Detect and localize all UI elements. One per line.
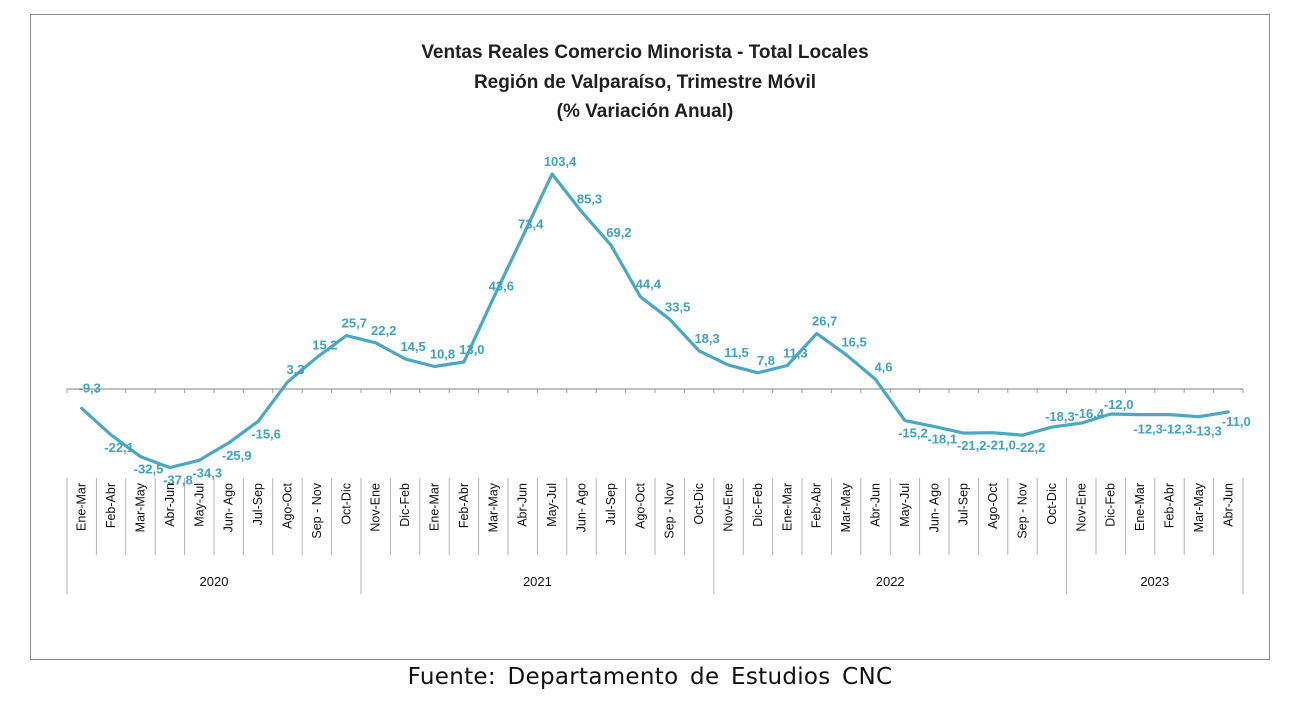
x-tick-label: Oct-Dic bbox=[1045, 483, 1059, 525]
data-label: -16,4 bbox=[1074, 406, 1104, 421]
data-label: 10,8 bbox=[430, 347, 455, 362]
x-tick-label: Feb-Abr bbox=[810, 483, 824, 528]
data-label: 14,5 bbox=[400, 339, 425, 354]
data-label: 11,3 bbox=[783, 346, 808, 361]
x-tick-label: Jun- Ago bbox=[927, 483, 941, 532]
data-label: -15,6 bbox=[251, 426, 281, 441]
x-tick-label: Abr-Jun bbox=[869, 483, 883, 527]
chart-title: Ventas Reales Comercio Minorista - Total… bbox=[421, 42, 868, 122]
x-tick-label: Nov-Ene bbox=[369, 483, 383, 532]
data-label: 4,6 bbox=[874, 359, 892, 374]
data-label: 15,2 bbox=[312, 337, 337, 352]
year-label: 2020 bbox=[200, 574, 229, 589]
x-tick-label: Mar-May bbox=[839, 482, 853, 532]
data-label: -12,0 bbox=[1104, 397, 1134, 412]
x-tick-label: Mar-May bbox=[486, 482, 500, 532]
x-tick-label: Ene-Mar bbox=[1133, 483, 1147, 531]
data-label: -15,2 bbox=[898, 426, 928, 441]
x-tick-label: Jun- Ago bbox=[575, 483, 589, 532]
data-label: 11,5 bbox=[724, 345, 749, 360]
data-label: 26,7 bbox=[812, 313, 837, 328]
data-label: -32,5 bbox=[134, 462, 164, 477]
x-tick-label: Dic-Feb bbox=[751, 483, 765, 527]
data-labels: -9,3 -22,1-32,5-37,8 -34,3-25,9 -15,6 3,3 15,… bbox=[78, 154, 1250, 488]
data-label: -18,3 bbox=[1045, 409, 1075, 424]
data-label: 33,5 bbox=[665, 299, 690, 314]
year-label: 2022 bbox=[876, 574, 905, 589]
x-tick-label: Jul-Sep bbox=[957, 483, 971, 525]
x-tick-label: Mar-May bbox=[134, 482, 148, 532]
x-tick-label: Sep - Nov bbox=[310, 482, 324, 538]
x-tick-labels: Ene-Mar Feb-Abr Mar-May Abr-Jun May-Jul Jun- … bbox=[75, 482, 1236, 538]
source-note: Fuente: Departamento de Estudios CNC bbox=[407, 664, 893, 690]
x-tick-label: Sep - Nov bbox=[663, 482, 677, 538]
x-tick-label: Dic-Feb bbox=[398, 483, 412, 527]
series-polyline bbox=[80, 172, 1230, 470]
x-tick-label: Ago-Oct bbox=[633, 482, 647, 528]
x-tick-label: Mar-May bbox=[1192, 482, 1206, 532]
x-axis bbox=[66, 388, 1244, 594]
x-tick-label: Sep - Nov bbox=[1016, 482, 1030, 538]
x-tick-label: Oct-Dic bbox=[692, 483, 706, 525]
chart-title-line: Región de Valparaíso, Trimestre Móvil bbox=[474, 72, 816, 93]
x-tick-label: Abr-Jun bbox=[1221, 483, 1235, 527]
series-line bbox=[80, 172, 1230, 470]
x-tick-label: Feb-Abr bbox=[104, 483, 118, 528]
data-label: 13,0 bbox=[459, 342, 484, 357]
x-tick-label: May-Jul bbox=[545, 483, 559, 527]
data-label: 73,4 bbox=[518, 216, 544, 231]
x-tick-label: Abr-Jun bbox=[163, 483, 177, 527]
data-label: -34,3 bbox=[192, 465, 222, 480]
data-label: 7,8 bbox=[757, 353, 775, 368]
x-tick-label: Dic-Feb bbox=[1104, 483, 1118, 527]
x-tick-label: Jul-Sep bbox=[251, 483, 265, 525]
chart-title-line: Ventas Reales Comercio Minorista - Total… bbox=[421, 42, 868, 63]
year-group-labels: 2020 2021 2022 2023 bbox=[200, 574, 1170, 589]
data-label: 25,7 bbox=[342, 316, 367, 331]
x-tick-label: Oct-Dic bbox=[339, 483, 353, 525]
x-tick-label: May-Jul bbox=[192, 483, 206, 527]
data-label: -13,3 bbox=[1192, 424, 1222, 439]
year-label: 2023 bbox=[1140, 574, 1169, 589]
x-tick-label: Ene-Mar bbox=[428, 483, 442, 531]
data-label: 69,2 bbox=[606, 225, 631, 240]
data-label: -22,1 bbox=[104, 440, 134, 455]
data-label: 44,4 bbox=[636, 277, 662, 292]
x-tick-label: Ago-Oct bbox=[986, 482, 1000, 528]
data-label: -11,0 bbox=[1222, 414, 1251, 429]
data-label: -9,3 bbox=[78, 380, 100, 395]
x-tick-label: Jun- Ago bbox=[222, 483, 236, 532]
data-label: 43,6 bbox=[489, 278, 514, 293]
x-tick-label: Jul-Sep bbox=[604, 483, 618, 525]
x-tick-label: Ene-Mar bbox=[75, 483, 89, 531]
data-label: 16,5 bbox=[841, 335, 866, 350]
data-label: -25,9 bbox=[222, 448, 252, 463]
x-tick-label: Abr-Jun bbox=[516, 483, 530, 527]
chart-frame bbox=[30, 14, 1270, 660]
x-tick-label: Ene-Mar bbox=[780, 483, 794, 531]
x-tick-label: Feb-Abr bbox=[457, 483, 471, 528]
x-tick-label: May-Jul bbox=[898, 483, 912, 527]
chart-title-line: (% Variación Anual) bbox=[557, 101, 734, 122]
data-label: 18,3 bbox=[694, 331, 719, 346]
data-label: 103,4 bbox=[544, 154, 577, 169]
x-tick-label: Ago-Oct bbox=[281, 482, 295, 528]
year-label: 2021 bbox=[523, 574, 552, 589]
data-label: 85,3 bbox=[577, 192, 602, 207]
x-tick-label: Nov-Ene bbox=[1074, 483, 1088, 532]
data-label: -12,3 bbox=[1133, 422, 1163, 437]
data-label: 22,2 bbox=[371, 323, 396, 338]
data-label: -21,0 bbox=[986, 438, 1016, 453]
data-label: 3,3 bbox=[286, 362, 304, 377]
x-tick-label: Feb-Abr bbox=[1163, 483, 1177, 528]
x-tick-label: Nov-Ene bbox=[722, 483, 736, 532]
data-label: -22,2 bbox=[1016, 440, 1046, 455]
data-label: -37,8 bbox=[163, 473, 193, 488]
data-label: -21,2 bbox=[957, 438, 987, 453]
data-label: -12,3 bbox=[1163, 422, 1193, 437]
data-label: -18,1 bbox=[927, 432, 957, 447]
